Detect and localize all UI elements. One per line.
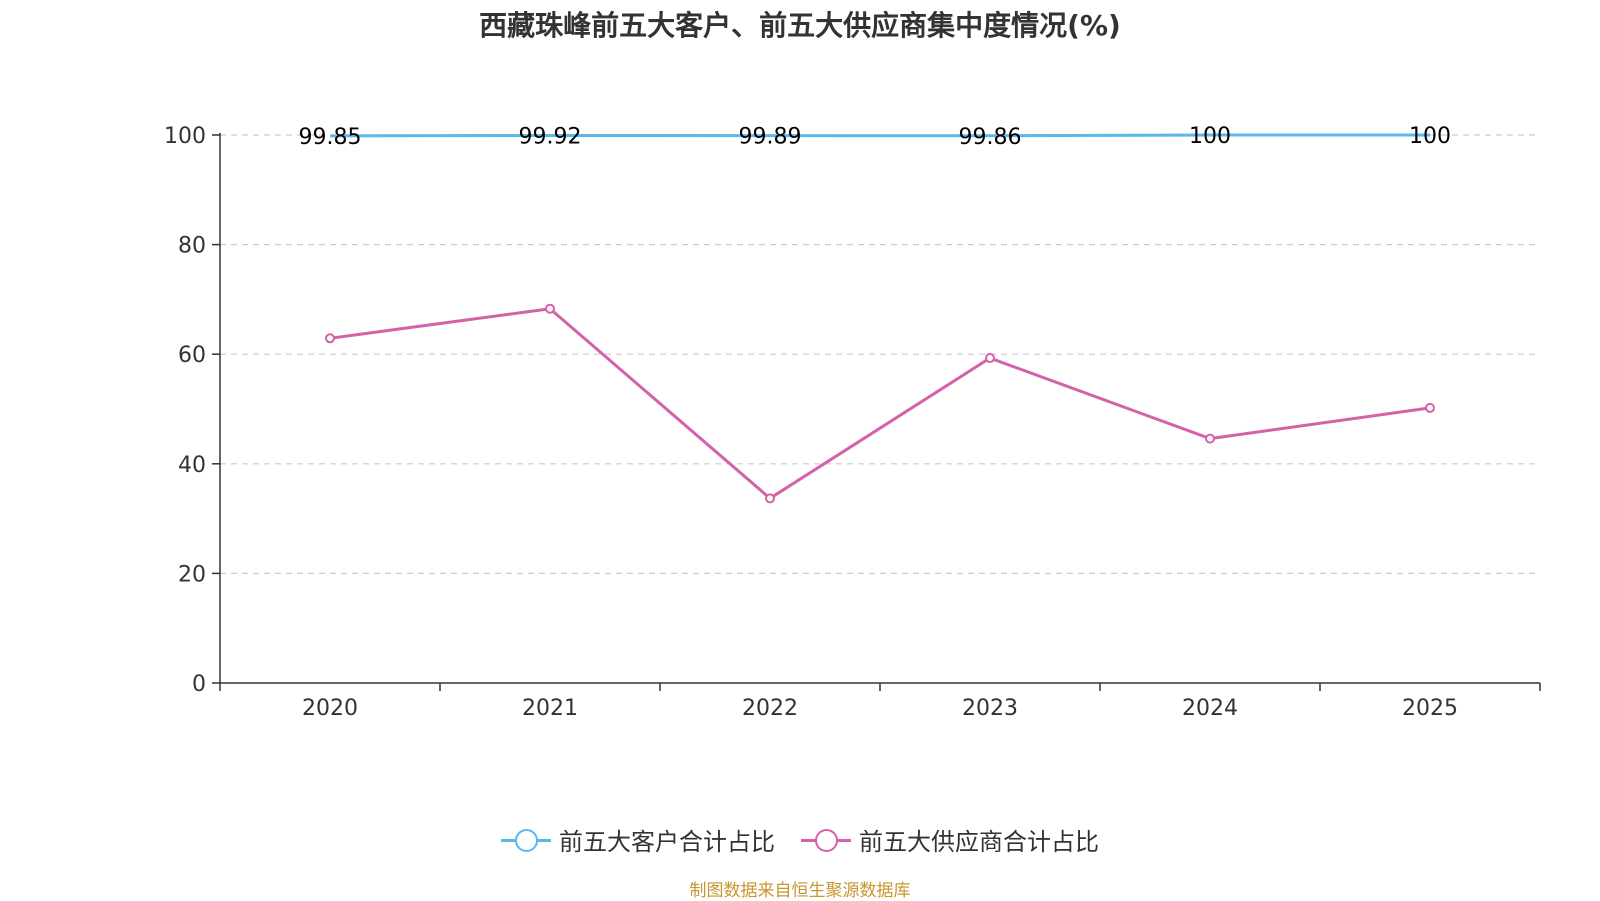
chart-title: 西藏珠峰前五大客户、前五大供应商集中度情况(%) — [479, 9, 1121, 42]
series-line-1 — [329, 307, 1431, 500]
series-point-1 — [985, 353, 995, 364]
y-tick-label: 100 — [164, 124, 206, 149]
axes: 0 20 40 60 80 100 2020 2021 2022 2023 2024 2025 — [164, 124, 1541, 721]
y-tick-label: 20 — [178, 562, 206, 587]
data-labels: 99.85 99.92 99.89 99.86 100 100 — [299, 124, 1451, 150]
legend-suppliers-label: 前五大供应商合计占比 — [859, 828, 1099, 856]
x-tick-label: 2025 — [1402, 696, 1458, 721]
x-tick-label: 2021 — [522, 696, 578, 721]
series-point-1 — [1425, 402, 1435, 413]
data-label: 100 — [1189, 124, 1231, 149]
data-label: 99.92 — [519, 124, 582, 149]
legend-item-suppliers[interactable]: 前五大供应商合计占比 — [801, 822, 1099, 857]
legend: 前五大客户合计占比 前五大供应商合计占比 — [0, 822, 1600, 857]
source-note: 制图数据来自恒生聚源数据库 — [689, 881, 911, 901]
gridlines — [220, 134, 1540, 575]
y-tick-label: 80 — [178, 234, 206, 259]
x-tick-label: 2024 — [1182, 696, 1238, 721]
series-layer — [325, 133, 1435, 504]
data-label: 99.86 — [959, 125, 1022, 150]
y-tick-label: 0 — [192, 672, 206, 697]
legend-customers-label: 前五大客户合计占比 — [559, 828, 775, 856]
data-label: 100 — [1409, 124, 1451, 149]
legend-suppliers-marker-icon — [801, 827, 851, 853]
data-label: 99.85 — [299, 125, 362, 150]
y-tick-label: 40 — [178, 453, 206, 478]
series-point-1 — [325, 333, 335, 344]
x-tick-label: 2023 — [962, 696, 1018, 721]
legend-item-customers[interactable]: 前五大客户合计占比 — [501, 822, 775, 857]
x-tick-label: 2020 — [302, 696, 358, 721]
series-point-1 — [765, 493, 775, 504]
legend-customers-marker-icon — [501, 827, 551, 853]
y-tick-label: 60 — [178, 343, 206, 368]
series-point-1 — [545, 303, 555, 314]
x-tick-label: 2022 — [742, 696, 798, 721]
series-point-1 — [1205, 433, 1215, 444]
data-label: 99.89 — [739, 125, 802, 150]
series-line-0 — [329, 133, 1430, 138]
